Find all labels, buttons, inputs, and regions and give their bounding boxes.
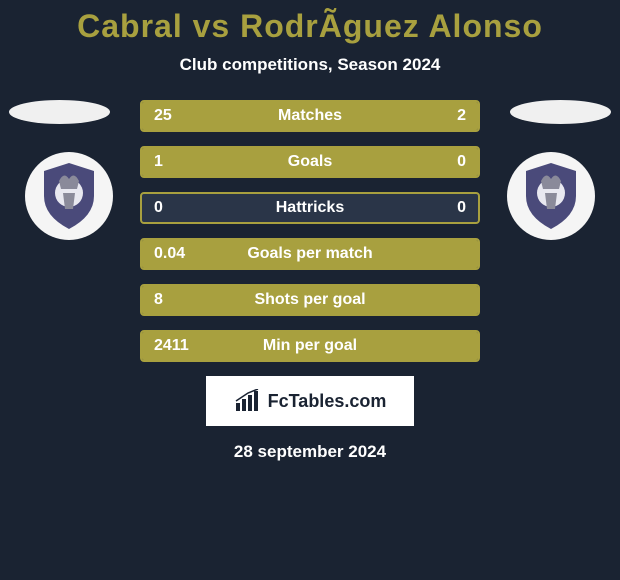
player-photo-left	[9, 100, 110, 124]
stat-value-right: 0	[457, 153, 466, 171]
stat-label: Matches	[142, 107, 478, 125]
stat-label: Hattricks	[142, 199, 478, 217]
stat-row: 0Hattricks0	[140, 192, 480, 224]
club-logo-right	[507, 152, 595, 240]
stat-value-right: 0	[457, 199, 466, 217]
brand-badge: FcTables.com	[206, 376, 414, 426]
date-label: 28 september 2024	[0, 442, 620, 462]
subtitle: Club competitions, Season 2024	[0, 55, 620, 75]
shield-icon	[521, 161, 581, 231]
stat-label: Goals	[142, 153, 478, 171]
comparison-area: 25Matches21Goals00Hattricks00.04Goals pe…	[0, 100, 620, 462]
chart-icon	[234, 389, 262, 413]
shield-icon	[39, 161, 99, 231]
page-title: Cabral vs RodrÃ­guez Alonso	[0, 0, 620, 45]
stat-label: Goals per match	[142, 245, 478, 263]
brand-text: FcTables.com	[268, 391, 387, 412]
club-logo-left	[25, 152, 113, 240]
stat-row: 8Shots per goal	[140, 284, 480, 316]
stat-label: Shots per goal	[142, 291, 478, 309]
stat-row: 0.04Goals per match	[140, 238, 480, 270]
stat-row: 2411Min per goal	[140, 330, 480, 362]
stat-value-right: 2	[457, 107, 466, 125]
player-photo-right	[510, 100, 611, 124]
stat-label: Min per goal	[142, 337, 478, 355]
stat-row: 1Goals0	[140, 146, 480, 178]
stat-row: 25Matches2	[140, 100, 480, 132]
stats-container: 25Matches21Goals00Hattricks00.04Goals pe…	[140, 100, 480, 362]
